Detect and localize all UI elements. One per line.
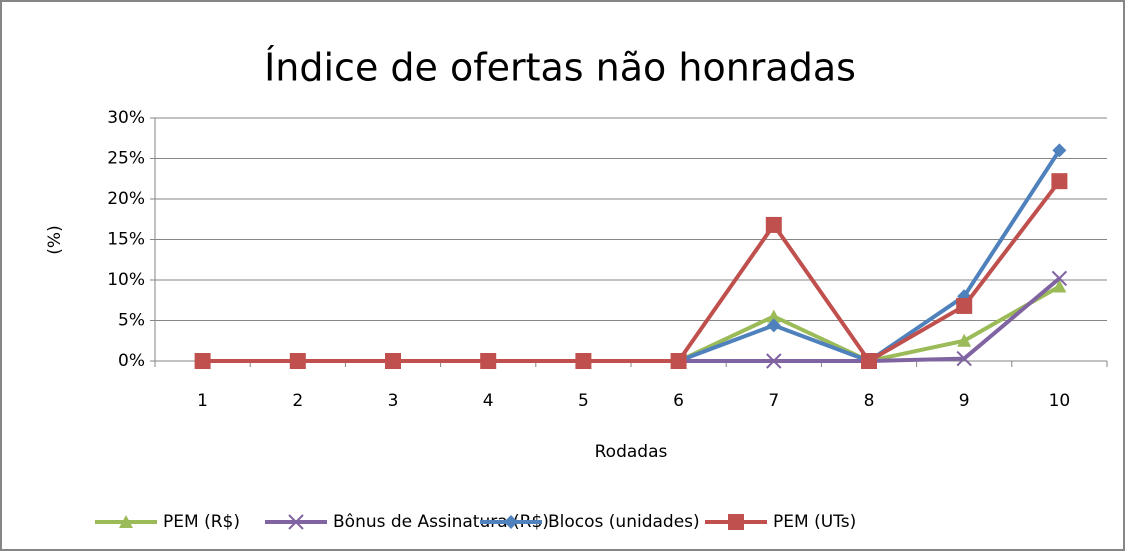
- x-tick-label: 9: [959, 391, 970, 411]
- marker: [766, 309, 781, 323]
- x-axis-label: Rodadas: [595, 442, 668, 462]
- x-tick-label: 3: [388, 391, 399, 411]
- marker: [1052, 143, 1067, 158]
- chart-title: Índice de ofertas não honradas: [264, 46, 856, 90]
- marker: [861, 353, 877, 369]
- x-tick-label: 2: [292, 391, 303, 411]
- y-tick-label: 10%: [107, 270, 145, 290]
- y-tick-label: 30%: [107, 108, 145, 128]
- marker: [480, 353, 497, 369]
- x-tick-label: 1: [197, 391, 208, 411]
- marker: [1051, 173, 1068, 190]
- marker: [670, 353, 687, 369]
- marker: [194, 353, 211, 369]
- x-tick-label: 5: [578, 391, 589, 411]
- marker: [289, 353, 306, 369]
- marker: [1051, 270, 1068, 287]
- y-tick-label: 5%: [118, 311, 145, 331]
- x-tick-label: 7: [768, 391, 779, 411]
- marker: [766, 318, 781, 333]
- x-tick-label: 10: [1049, 391, 1071, 411]
- x-tick-label: 4: [483, 391, 494, 411]
- legend-label: Blocos (unidades): [548, 512, 700, 532]
- series-line: [202, 179, 1061, 363]
- legend-marker: [119, 515, 133, 528]
- y-tick-label: 20%: [107, 189, 145, 209]
- marker: [766, 353, 782, 369]
- marker: [1052, 279, 1067, 293]
- legend-marker: [728, 514, 744, 530]
- x-tick-label: 8: [864, 391, 875, 411]
- marker: [956, 350, 972, 367]
- legend-label: PEM (UTs): [773, 512, 856, 532]
- marker: [575, 353, 592, 369]
- marker: [956, 297, 973, 314]
- legend-label: Bônus de Assinatura (R$): [333, 512, 549, 532]
- legend-marker: [288, 514, 304, 530]
- legend-label: PEM (R$): [163, 512, 240, 532]
- y-tick-label: 25%: [107, 149, 145, 169]
- y-axis-label: (%): [45, 225, 65, 254]
- marker: [765, 216, 782, 233]
- marker: [385, 353, 401, 369]
- y-tick-label: 0%: [118, 351, 145, 371]
- marker: [957, 333, 972, 347]
- x-tick-label: 6: [673, 391, 684, 411]
- legend-marker: [504, 515, 518, 529]
- y-tick-label: 15%: [107, 230, 145, 250]
